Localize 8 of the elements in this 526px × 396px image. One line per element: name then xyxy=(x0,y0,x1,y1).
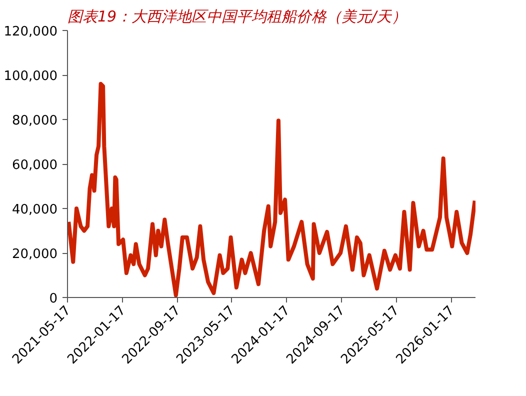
y-tick-label: 60,000 xyxy=(12,158,58,173)
y-tick-label: 40,000 xyxy=(12,202,58,218)
y-tick-label: 80,000 xyxy=(12,114,58,128)
chart-title: 图表19：大西洋地区中国平均租船价格（美元/天） xyxy=(68,8,407,26)
y-tick-label: 0 xyxy=(49,292,58,306)
y-tick-label: 20,000 xyxy=(12,247,58,262)
y-tick-label: 100,000 xyxy=(4,69,58,84)
y-tick-label: 120,000 xyxy=(4,24,58,40)
